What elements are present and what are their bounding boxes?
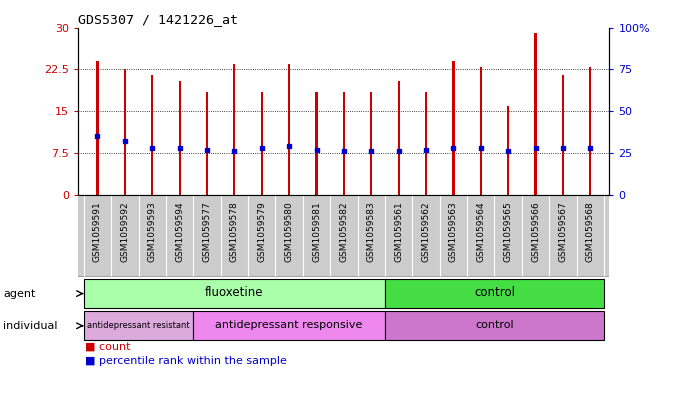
Bar xyxy=(562,75,564,195)
Bar xyxy=(479,66,482,195)
Bar xyxy=(385,311,604,340)
Text: GDS5307 / 1421226_at: GDS5307 / 1421226_at xyxy=(78,13,238,26)
Text: GSM1059581: GSM1059581 xyxy=(312,202,321,262)
Text: GSM1059568: GSM1059568 xyxy=(586,202,595,262)
Text: GSM1059583: GSM1059583 xyxy=(367,202,376,262)
Text: GSM1059582: GSM1059582 xyxy=(339,202,349,262)
Bar xyxy=(535,33,537,195)
Text: GSM1059564: GSM1059564 xyxy=(476,202,486,262)
Bar xyxy=(370,92,373,195)
Text: GSM1059580: GSM1059580 xyxy=(285,202,294,262)
Text: ■ percentile rank within the sample: ■ percentile rank within the sample xyxy=(85,356,287,365)
Bar xyxy=(288,64,290,195)
Text: GSM1059562: GSM1059562 xyxy=(422,202,430,262)
Bar xyxy=(385,279,604,308)
Text: GSM1059591: GSM1059591 xyxy=(93,202,102,262)
Bar xyxy=(124,69,126,195)
Text: GSM1059579: GSM1059579 xyxy=(257,202,266,262)
Bar xyxy=(425,92,427,195)
Bar xyxy=(398,81,400,195)
Bar xyxy=(206,92,208,195)
Text: agent: agent xyxy=(3,288,36,299)
Bar xyxy=(97,61,99,195)
Bar xyxy=(84,311,193,340)
Text: control: control xyxy=(475,320,513,330)
Text: antidepressant resistant: antidepressant resistant xyxy=(87,321,190,330)
Text: fluoxetine: fluoxetine xyxy=(205,286,264,299)
Text: GSM1059566: GSM1059566 xyxy=(531,202,540,262)
Text: GSM1059567: GSM1059567 xyxy=(558,202,567,262)
Bar xyxy=(178,81,180,195)
Text: GSM1059578: GSM1059578 xyxy=(230,202,239,262)
Text: GSM1059594: GSM1059594 xyxy=(175,202,184,262)
Text: GSM1059563: GSM1059563 xyxy=(449,202,458,262)
Text: GSM1059592: GSM1059592 xyxy=(121,202,129,262)
Text: GSM1059577: GSM1059577 xyxy=(202,202,212,262)
Bar xyxy=(193,311,385,340)
Bar xyxy=(151,75,153,195)
Text: ■ count: ■ count xyxy=(85,342,131,352)
Text: GSM1059561: GSM1059561 xyxy=(394,202,403,262)
Text: GSM1059593: GSM1059593 xyxy=(148,202,157,262)
Text: antidepressant responsive: antidepressant responsive xyxy=(215,320,363,330)
Bar xyxy=(315,92,317,195)
Text: individual: individual xyxy=(3,321,58,331)
Text: control: control xyxy=(474,286,515,299)
Bar xyxy=(261,92,263,195)
Bar xyxy=(343,92,345,195)
Bar xyxy=(589,66,591,195)
Bar xyxy=(452,61,454,195)
Bar xyxy=(507,106,509,195)
Text: GSM1059565: GSM1059565 xyxy=(504,202,513,262)
Bar xyxy=(234,64,236,195)
Bar xyxy=(84,279,385,308)
